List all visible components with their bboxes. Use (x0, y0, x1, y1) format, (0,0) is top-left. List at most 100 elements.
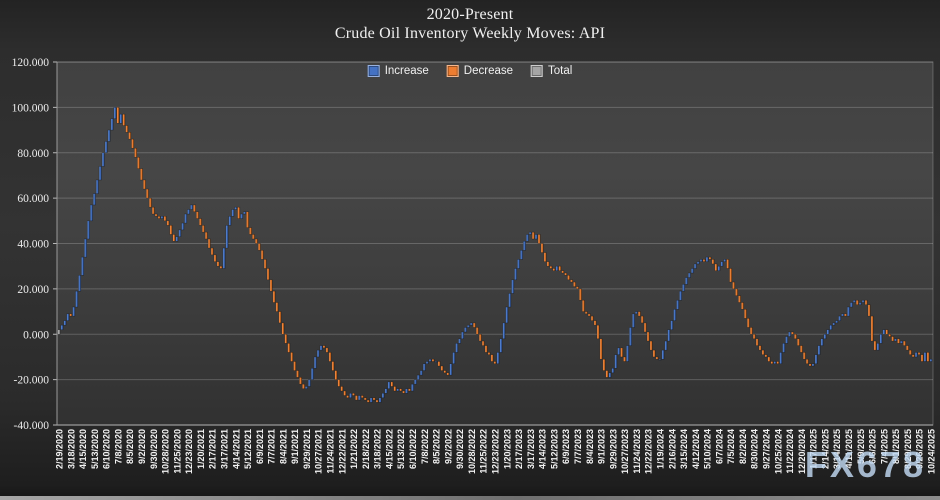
bar-decrease (361, 395, 364, 399)
bar-increase (829, 324, 833, 330)
bar-increase (723, 259, 727, 262)
bar-increase (308, 379, 311, 387)
bar-decrease (794, 334, 797, 340)
x-axis-tick-label: 9/29/2023 (608, 429, 618, 469)
bar-increase (63, 320, 67, 326)
x-axis-tick-label: 9/2/2022 (443, 429, 453, 464)
bar-decrease (744, 309, 747, 319)
bar-increase (467, 324, 470, 328)
bar-decrease (596, 324, 600, 340)
bar-decrease (278, 311, 282, 324)
bar-decrease (443, 370, 447, 374)
bar-increase (60, 324, 64, 330)
x-axis-tick-label: 2/14/2025 (820, 429, 830, 469)
bar-decrease (735, 288, 738, 296)
x-axis-tick-label: 5/12/2021 (243, 429, 253, 469)
bar-increase (231, 209, 235, 217)
y-axis-tick-label: 0.000 (23, 329, 49, 341)
bar-decrease (293, 361, 297, 371)
bar-increase (72, 306, 76, 317)
bar-decrease (372, 397, 376, 401)
bar-decrease (216, 261, 220, 267)
bar-decrease (926, 352, 930, 362)
bar-increase (894, 338, 898, 342)
bar-decrease (767, 356, 771, 362)
bar-increase (705, 256, 709, 262)
legend-key-icon (367, 65, 380, 77)
bar-increase (693, 263, 697, 269)
bar-decrease (864, 299, 868, 306)
bar-decrease (322, 345, 326, 349)
bar-decrease (584, 311, 588, 315)
x-axis-tick-label: 10/27/2021 (314, 429, 324, 474)
bar-increase (78, 275, 82, 292)
bar-decrease (805, 358, 809, 364)
x-axis-tick-label: 8/30/2024 (750, 429, 760, 469)
bar-increase (923, 352, 927, 362)
x-axis-tick-label: 2/17/2023 (514, 429, 524, 469)
bar-increase (617, 347, 621, 355)
bar-decrease (125, 125, 129, 133)
y-axis-tick-label: 60.000 (17, 193, 49, 205)
x-axis-tick-label: 8/4/2023 (585, 429, 595, 464)
x-axis-tick-label: 10/24/2025 (927, 429, 937, 474)
bar-increase (458, 338, 462, 344)
bar-increase (823, 334, 827, 340)
x-axis-tick-label: 9/1/2023 (597, 429, 607, 464)
bar-increase (66, 313, 70, 321)
x-axis-tick-label: 3/18/2022 (373, 429, 383, 469)
bar-decrease (920, 354, 924, 362)
chart-title-line2: Crude Oil Inventory Weekly Moves: API (334, 25, 606, 42)
bar-decrease (69, 313, 73, 317)
bar-decrease (587, 313, 591, 317)
bar-increase (81, 256, 84, 276)
bar-increase (411, 383, 414, 392)
bar-decrease (237, 206, 241, 219)
bar-decrease (134, 147, 137, 158)
x-axis-tick-label: 12/23/2022 (491, 429, 501, 474)
y-axis-tick-label: -40.000 (14, 420, 50, 432)
bar-decrease (764, 354, 768, 358)
bar-increase (95, 179, 99, 194)
bar-decrease (808, 363, 812, 367)
y-axis-tick-label: 100.000 (12, 102, 50, 114)
bar-increase (234, 206, 238, 210)
x-axis-tick-label: 11/22/2024 (785, 429, 795, 474)
bar-decrease (570, 279, 573, 283)
bar-decrease (531, 231, 535, 240)
bar-increase (820, 338, 824, 346)
bar-decrease (714, 263, 718, 271)
legend-item-total: Total (531, 65, 572, 77)
bar-decrease (649, 340, 653, 351)
x-axis-tick-label: 7/7/2021 (267, 429, 277, 464)
bar-decrease (363, 397, 367, 401)
bar-increase (814, 354, 818, 364)
bar-increase (717, 265, 721, 271)
bar-increase (835, 320, 839, 324)
bar-decrease (702, 259, 706, 262)
bar-decrease (219, 265, 223, 269)
bar-decrease (652, 349, 656, 358)
legend-item-increase: Increase (367, 65, 429, 77)
legend-label: Decrease (463, 65, 514, 77)
bar-increase (850, 302, 853, 308)
bar-decrease (576, 286, 579, 290)
x-axis-tick-label: 11/25/2022 (479, 429, 489, 474)
bar-decrease (151, 206, 155, 215)
bar-decrease (797, 338, 800, 346)
bar-increase (658, 358, 662, 361)
bar-decrease (855, 299, 859, 306)
bar-decrease (487, 352, 491, 355)
bar-increase (449, 363, 453, 376)
bar-increase (461, 331, 464, 340)
x-axis-tick-label: 12/22/2023 (644, 429, 654, 474)
bar-decrease (758, 345, 762, 351)
x-axis-tick-label: 9/27/2024 (762, 429, 772, 469)
bar-decrease (711, 259, 715, 265)
bar-increase (378, 397, 382, 403)
x-axis-tick-label: 4/14/2021 (231, 429, 241, 469)
bar-decrease (287, 343, 291, 353)
bar-decrease (207, 238, 211, 249)
